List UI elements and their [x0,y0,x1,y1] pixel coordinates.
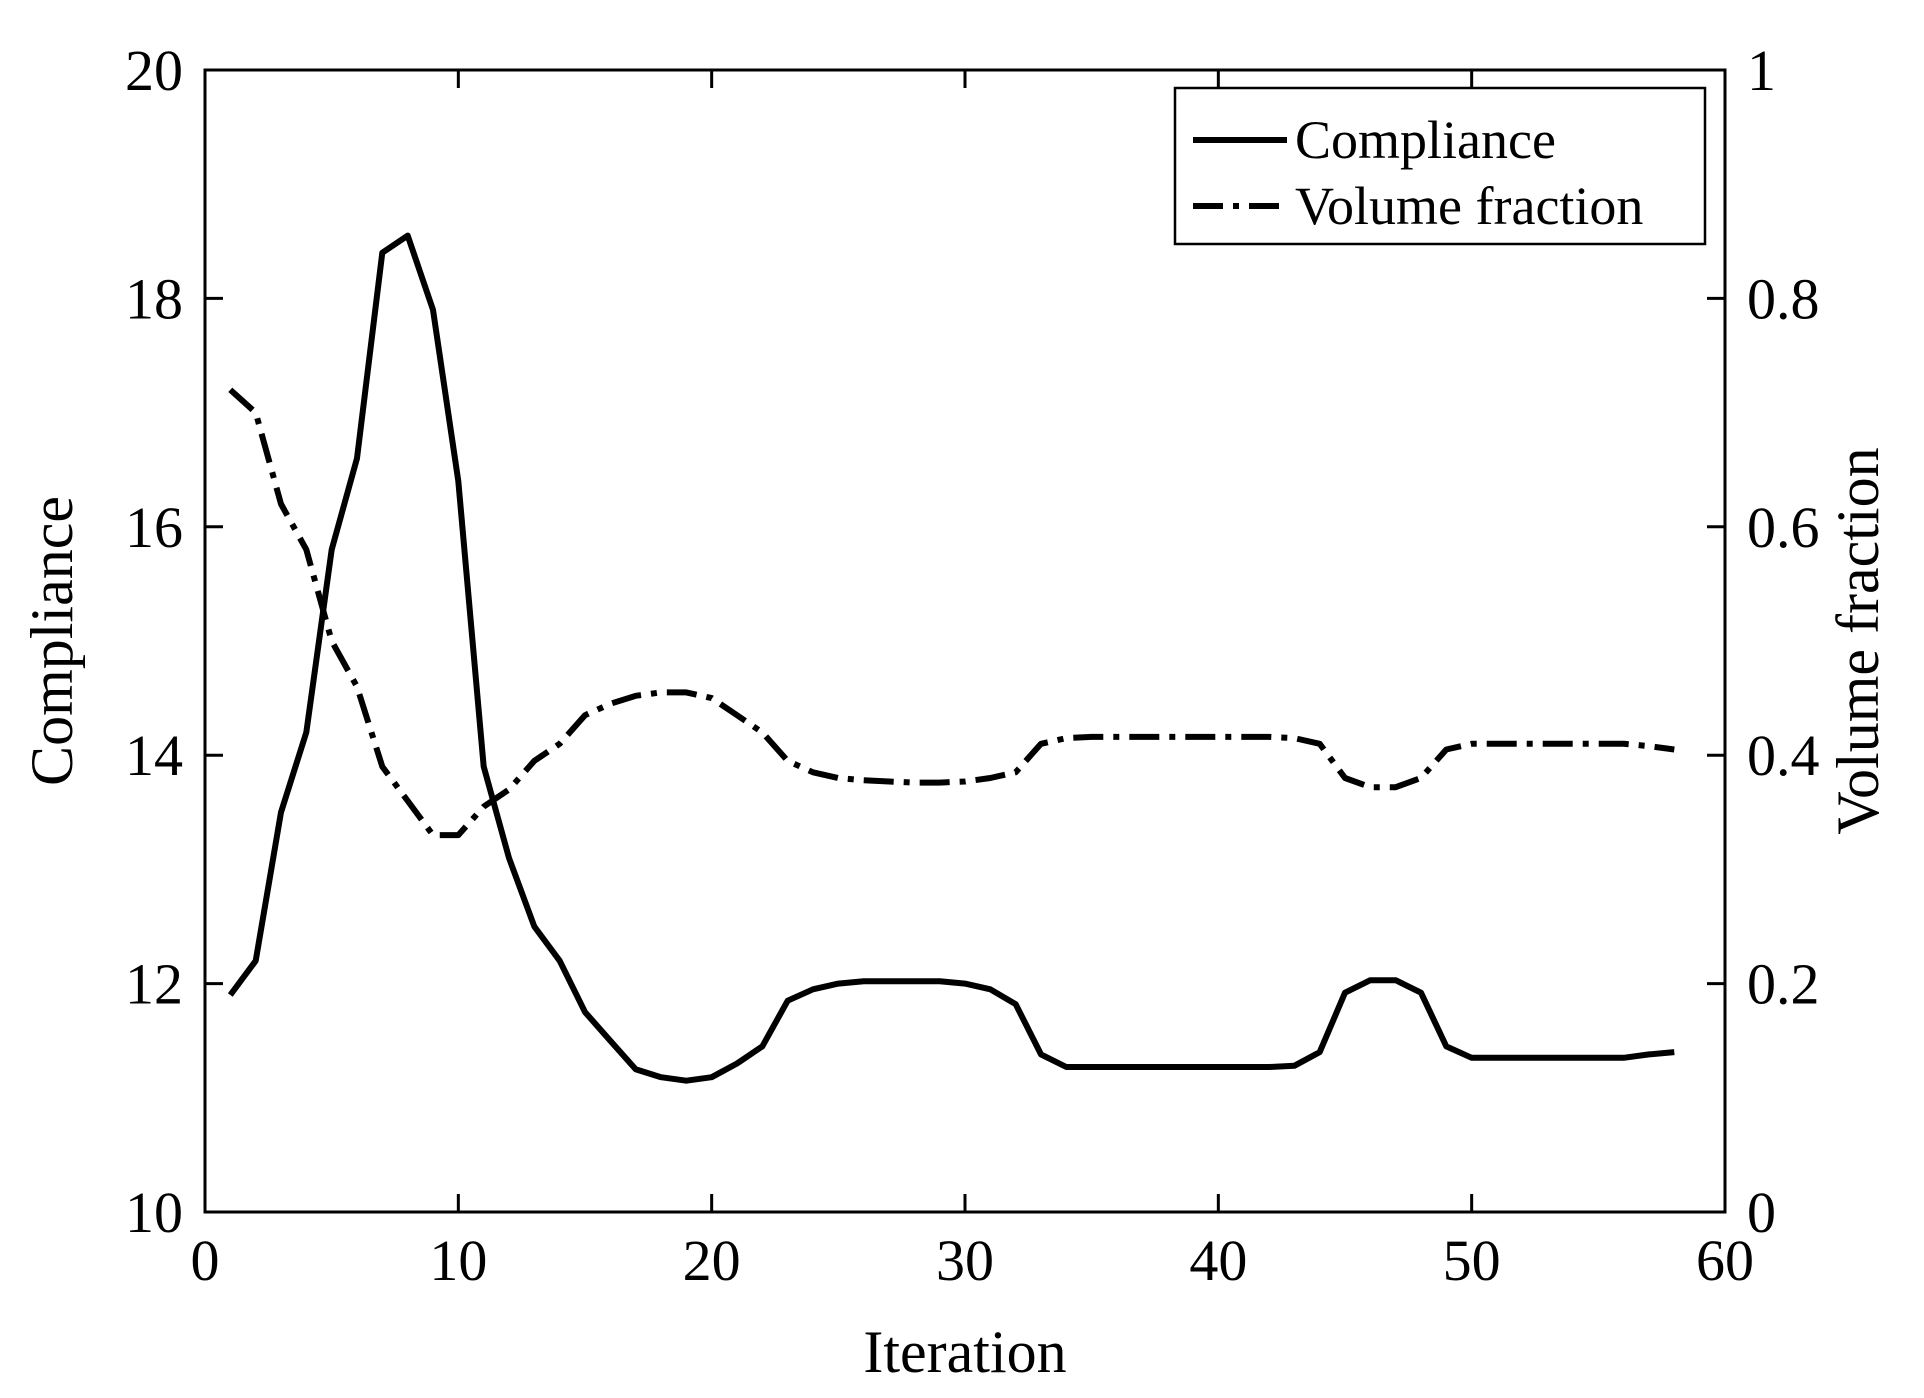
x-axis-label: Iteration [863,1319,1066,1385]
right-y-tick-label: 0.8 [1747,266,1820,331]
right-y-tick-label: 1 [1747,38,1776,103]
left-y-axis-label: Compliance [19,496,85,786]
legend: Compliance Volume fraction [1173,86,1707,246]
right-y-axis-ticks: 0 0.2 0.4 0.6 0.8 1 [1707,38,1820,1245]
legend-box [1173,86,1707,246]
legend-label-compliance: Compliance [1295,110,1556,170]
x-tick-label: 30 [936,1228,994,1293]
right-y-tick-label: 0 [1747,1180,1776,1245]
left-y-tick-label: 14 [125,723,183,788]
left-y-tick-label: 20 [125,38,183,103]
x-tick-label: 50 [1443,1228,1501,1293]
x-tick-label: 40 [1189,1228,1247,1293]
right-y-axis-label: Volume fraction [1825,447,1891,834]
right-y-tick-label: 0.4 [1747,723,1820,788]
left-y-tick-label: 16 [125,495,183,560]
x-tick-label: 0 [191,1228,220,1293]
x-tick-label: 10 [429,1228,487,1293]
x-tick-label: 60 [1696,1228,1754,1293]
plot-lines [227,232,1675,1084]
left-y-axis-ticks: 10 12 14 16 18 20 [125,38,223,1245]
left-y-tick-label: 10 [125,1180,183,1245]
series-line-compliance [227,232,1675,1084]
left-y-tick-label: 12 [125,952,183,1017]
x-axis-ticks: 0 10 20 30 40 50 60 [191,70,1754,1293]
x-tick-label: 20 [683,1228,741,1293]
plot-frame [203,68,1727,1214]
right-y-tick-label: 0.6 [1747,495,1820,560]
legend-label-volume-fraction: Volume fraction [1295,176,1643,236]
right-y-tick-label: 0.2 [1747,952,1820,1017]
left-y-tick-label: 18 [125,266,183,331]
